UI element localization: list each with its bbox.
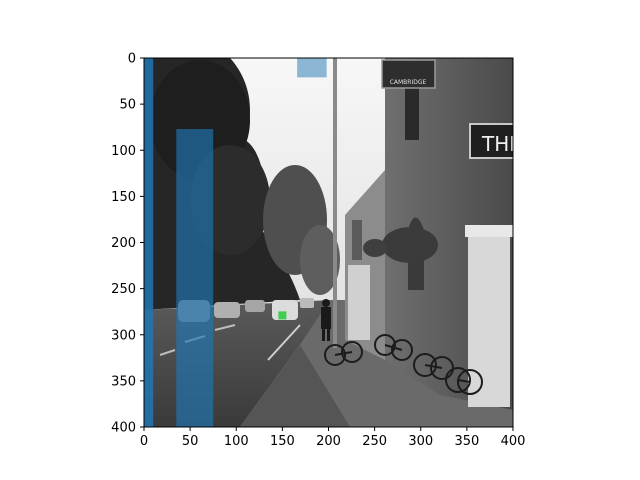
overlay-layer (144, 58, 327, 427)
y-tick-label: 150 (111, 190, 136, 205)
x-tick-label: 50 (182, 434, 199, 449)
x-tick-label: 350 (454, 434, 479, 449)
x-tick-label: 200 (316, 434, 341, 449)
lamp-pole (333, 58, 337, 348)
marker-point (278, 311, 287, 320)
white-pillar (468, 232, 510, 407)
overlay-rect-1 (144, 58, 154, 427)
overlay-rect-3 (297, 58, 327, 78)
facade-sign: THI (469, 123, 515, 159)
pedestrian (321, 299, 331, 341)
x-tick-label: 150 (270, 434, 295, 449)
pub-sign-text: CAMBRIDGE (390, 79, 427, 86)
bicycles (324, 334, 483, 395)
y-tick-label: 50 (119, 98, 136, 113)
facade-sign-text: THI (481, 132, 515, 156)
x-tick-label: 400 (501, 434, 526, 449)
pub-sign: CAMBRIDGE (381, 59, 436, 89)
y-tick-label: 400 (111, 421, 136, 436)
y-axis: 0 50 100 150 200 250 300 350 400 (111, 52, 144, 436)
street-photo: CAMBRIDGE THI (144, 58, 515, 427)
x-axis: 0 50 100 150 200 250 300 350 400 (140, 427, 526, 449)
y-tick-label: 300 (111, 328, 136, 343)
x-tick-label: 250 (362, 434, 387, 449)
x-tick-label: 300 (408, 434, 433, 449)
y-tick-label: 250 (111, 282, 136, 297)
overlay-rect-2 (176, 129, 214, 427)
x-tick-label: 0 (140, 434, 148, 449)
y-tick-label: 0 (128, 52, 136, 67)
y-tick-label: 200 (111, 236, 136, 251)
x-tick-label: 100 (224, 434, 249, 449)
y-tick-label: 350 (111, 374, 136, 389)
y-tick-label: 100 (111, 144, 136, 159)
